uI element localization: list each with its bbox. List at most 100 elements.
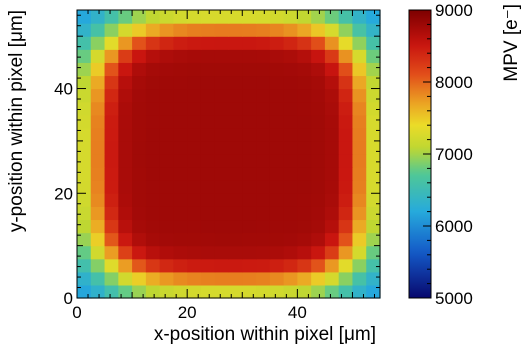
heatmap-cell xyxy=(256,88,271,103)
heatmap-cell xyxy=(118,101,133,116)
heatmap-cell xyxy=(104,271,119,286)
heatmap-cell xyxy=(228,62,243,77)
heatmap-cell xyxy=(297,245,312,260)
heatmap-cell xyxy=(228,10,243,24)
heatmap-cell xyxy=(200,23,216,37)
heatmap-cell xyxy=(324,167,340,181)
heatmap-cell xyxy=(228,23,243,37)
heatmap-cell xyxy=(283,23,298,37)
heatmap-cell xyxy=(77,36,92,50)
heatmap-cell xyxy=(228,271,243,286)
heatmap-cell xyxy=(214,36,230,50)
heatmap-cell xyxy=(311,180,326,194)
heatmap-cell xyxy=(283,271,298,286)
heatmap-cell xyxy=(311,114,326,129)
heatmap-cell xyxy=(132,232,147,247)
heatmap-cell xyxy=(297,114,312,129)
heatmap-cell xyxy=(159,36,175,50)
heatmap-cell xyxy=(269,180,285,194)
heatmap-cell xyxy=(338,10,354,24)
heatmap-cell xyxy=(118,140,133,155)
heatmap-cell xyxy=(297,140,312,155)
heatmap-cell xyxy=(132,180,147,194)
heatmap-cell xyxy=(90,154,106,168)
heatmap-cell xyxy=(324,258,340,273)
heatmap-cell xyxy=(187,114,202,129)
heatmap-cell xyxy=(200,10,216,24)
heatmap-cell xyxy=(242,232,257,247)
heatmap-cell xyxy=(352,154,367,168)
heatmap-cell xyxy=(311,245,326,260)
heatmap-cell xyxy=(187,49,202,63)
heatmap-cell xyxy=(311,206,326,221)
heatmap-cell xyxy=(269,23,285,37)
heatmap-cell xyxy=(214,75,230,90)
heatmap-cell xyxy=(338,127,354,142)
heatmap-cell xyxy=(297,258,312,273)
plot-frame xyxy=(76,9,381,299)
heatmap-cell xyxy=(214,284,230,299)
heatmap-cell xyxy=(324,180,340,194)
heatmap-cell xyxy=(200,62,216,77)
heatmap-cell xyxy=(269,167,285,181)
heatmap-cell xyxy=(324,36,340,50)
heatmap-cell xyxy=(90,180,106,194)
heatmap-cell xyxy=(256,232,271,247)
heatmap-cell xyxy=(256,101,271,116)
heatmap-cell xyxy=(159,232,175,247)
heatmap-cell xyxy=(311,154,326,168)
heatmap-cell xyxy=(228,49,243,63)
heatmap-cell xyxy=(283,180,298,194)
heatmap-cell xyxy=(77,232,92,247)
heatmap-cell xyxy=(132,219,147,234)
heatmap-cell xyxy=(159,10,175,24)
heatmap-cell xyxy=(283,245,298,260)
heatmap-cell xyxy=(132,284,147,299)
heatmap-cell xyxy=(173,140,188,155)
heatmap-cell xyxy=(283,219,298,234)
heatmap-cell xyxy=(324,49,340,63)
heatmap-cell xyxy=(173,180,188,194)
heatmap-cell xyxy=(297,271,312,286)
heatmap-cell xyxy=(214,193,230,207)
heatmap-cell xyxy=(324,284,340,299)
heatmap-cell xyxy=(297,36,312,50)
heatmap-cell xyxy=(324,154,340,168)
heatmap-cell xyxy=(77,10,92,24)
heatmap-cell xyxy=(145,75,161,90)
heatmap-cell xyxy=(159,127,175,142)
x-axis-ticks: 0 20 40 xyxy=(72,10,375,322)
heatmap-cell xyxy=(145,140,161,155)
heatmap-cell xyxy=(118,36,133,50)
heatmap-cell xyxy=(338,219,354,234)
heatmap-cell xyxy=(118,284,133,299)
heatmap-cell xyxy=(200,284,216,299)
heatmap-cell xyxy=(352,36,367,50)
heatmap-cell xyxy=(242,49,257,63)
heatmap-cell xyxy=(173,62,188,77)
heatmap-cell xyxy=(283,284,298,299)
heatmap-cell xyxy=(269,140,285,155)
heatmap-cell xyxy=(104,62,119,77)
heatmap-cell xyxy=(283,88,298,103)
heatmap-cell xyxy=(256,180,271,194)
heatmap-cell xyxy=(145,101,161,116)
heatmap-cell xyxy=(242,114,257,129)
heatmap-cell xyxy=(366,232,381,247)
heatmap-cell xyxy=(256,258,271,273)
heatmap-cell xyxy=(311,232,326,247)
heatmap-cell xyxy=(77,219,92,234)
heatmap-cell xyxy=(283,206,298,221)
heatmap-cell xyxy=(118,10,133,24)
heatmap-cell xyxy=(352,206,367,221)
heatmap-cell xyxy=(324,88,340,103)
heatmap-cell xyxy=(269,88,285,103)
heatmap-cell xyxy=(269,127,285,142)
heatmap-cell xyxy=(118,206,133,221)
heatmap-cell xyxy=(159,140,175,155)
heatmap-cell xyxy=(269,245,285,260)
heatmap-cell xyxy=(269,62,285,77)
heatmap-cell xyxy=(269,206,285,221)
heatmap-cell xyxy=(214,167,230,181)
heatmap-cell xyxy=(311,219,326,234)
